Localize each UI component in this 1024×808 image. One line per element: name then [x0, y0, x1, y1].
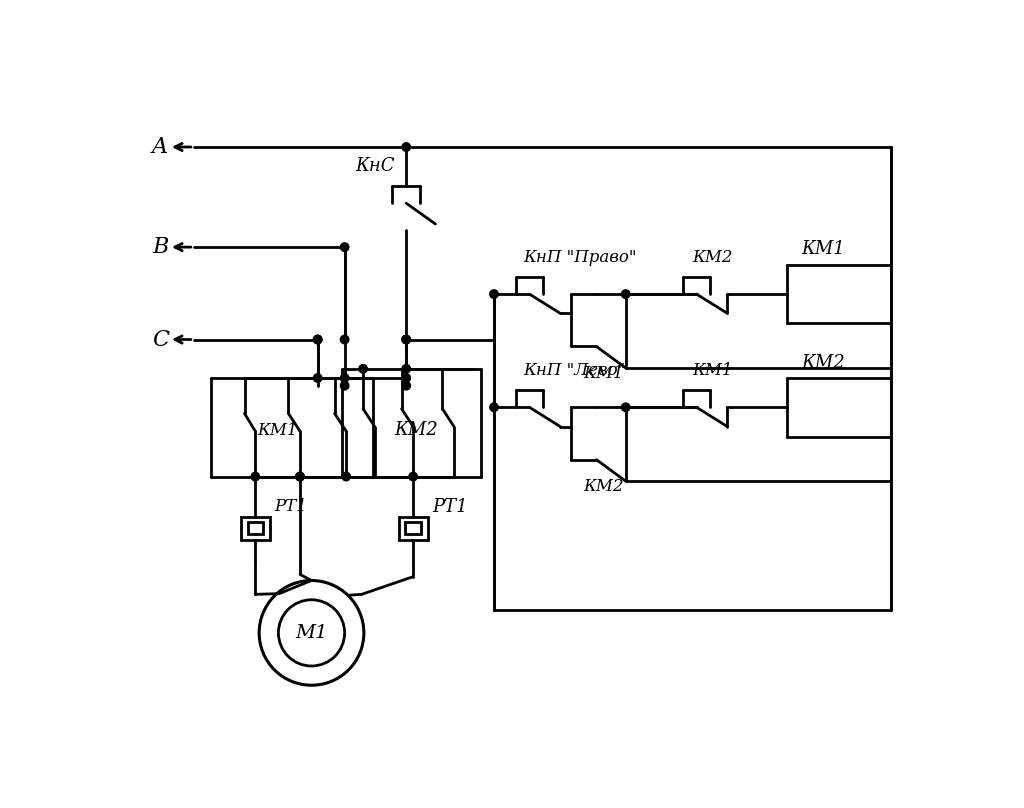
Circle shape	[402, 374, 411, 382]
Circle shape	[402, 364, 411, 373]
Bar	[241, 516, 270, 540]
Text: КМ2: КМ2	[394, 421, 437, 440]
Bar	[398, 516, 428, 540]
Circle shape	[340, 381, 349, 390]
Circle shape	[489, 403, 499, 411]
Text: КМ1: КМ1	[584, 365, 624, 382]
Bar	[406, 523, 421, 534]
Circle shape	[402, 143, 411, 151]
Text: B: B	[153, 236, 169, 258]
Bar	[786, 265, 891, 323]
Text: КМ2: КМ2	[802, 354, 846, 372]
Text: М1: М1	[295, 624, 328, 642]
Bar	[248, 523, 263, 534]
Circle shape	[409, 473, 418, 481]
Circle shape	[340, 374, 349, 382]
Circle shape	[313, 335, 322, 343]
Circle shape	[402, 335, 411, 343]
Text: КнП "Право": КнП "Право"	[523, 249, 637, 266]
Circle shape	[296, 473, 304, 481]
Text: КнП "Лево": КнП "Лево"	[523, 362, 626, 379]
Circle shape	[296, 473, 304, 481]
Circle shape	[251, 473, 259, 481]
Bar	[786, 378, 891, 436]
Text: C: C	[153, 329, 169, 351]
Circle shape	[402, 335, 411, 343]
Text: РТ1: РТ1	[432, 498, 468, 516]
Circle shape	[342, 473, 350, 481]
Circle shape	[313, 335, 322, 343]
Circle shape	[402, 381, 411, 390]
Circle shape	[489, 290, 499, 298]
Circle shape	[358, 364, 368, 373]
Text: КМ1: КМ1	[258, 422, 298, 439]
Circle shape	[622, 403, 630, 411]
Circle shape	[622, 290, 630, 298]
Text: РТ1: РТ1	[274, 498, 307, 516]
Text: КМ1: КМ1	[692, 362, 733, 379]
Text: A: A	[153, 136, 168, 158]
Text: КМ2: КМ2	[692, 249, 733, 266]
Circle shape	[340, 243, 349, 251]
Circle shape	[313, 374, 322, 382]
Circle shape	[340, 335, 349, 343]
Text: КМ2: КМ2	[584, 478, 624, 495]
Text: КМ1: КМ1	[802, 241, 846, 259]
Text: КнС: КнС	[355, 158, 395, 175]
